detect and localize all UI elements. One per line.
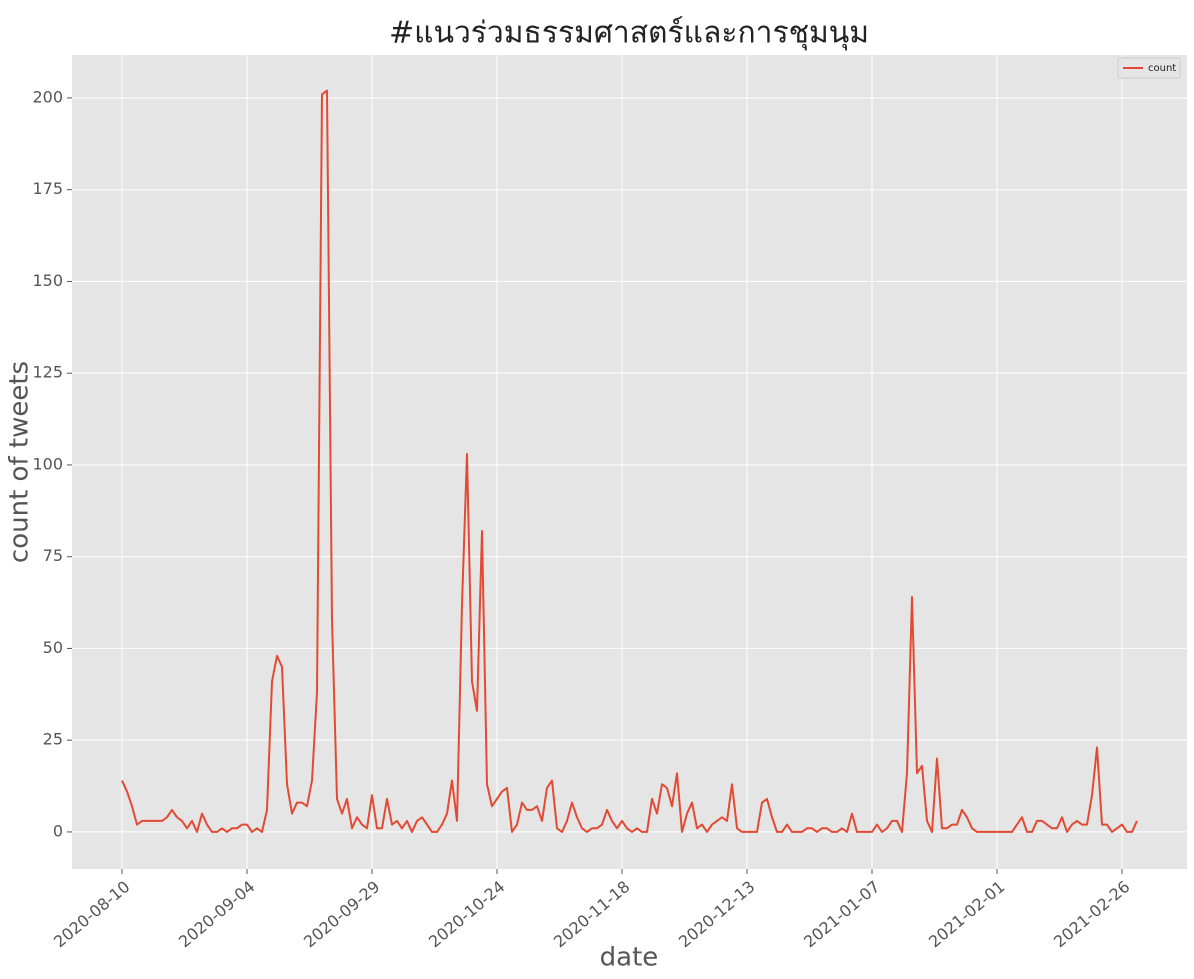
x-tick-label: 2020-12-13 xyxy=(675,877,758,951)
legend-label: count xyxy=(1148,63,1176,74)
y-tick-label: 25 xyxy=(43,730,63,749)
legend: count xyxy=(1117,57,1181,79)
y-tick-label: 200 xyxy=(32,87,63,106)
x-axis-label: date xyxy=(600,943,659,973)
x-tick-label: 2021-02-26 xyxy=(1050,877,1133,951)
x-tick-label: 2020-08-10 xyxy=(50,877,133,951)
plot-area xyxy=(72,55,1187,869)
x-tick-label: 2020-10-24 xyxy=(425,877,508,951)
x-tick-label: 2021-02-01 xyxy=(925,877,1008,951)
data-line xyxy=(121,89,1138,833)
y-tick-label: 100 xyxy=(32,454,63,473)
y-tick-label: 50 xyxy=(43,638,63,657)
chart-title: #แนวร่วมธรรมศาสตร์และการชุมนุม xyxy=(389,16,869,52)
x-tick-label: 2020-09-29 xyxy=(300,877,383,951)
y-tick-label: 75 xyxy=(43,546,63,565)
y-tick-label: 175 xyxy=(32,179,63,198)
y-tick-label: 125 xyxy=(32,363,63,382)
x-tick-label: 2021-01-07 xyxy=(800,877,883,951)
y-tick-label: 0 xyxy=(53,821,63,840)
y-tick-label: 150 xyxy=(32,271,63,290)
legend-box xyxy=(1117,57,1181,79)
y-axis-label: count of tweets xyxy=(5,361,35,563)
x-tick-label: 2020-09-04 xyxy=(175,877,258,951)
x-tick-label: 2020-11-18 xyxy=(550,877,633,951)
